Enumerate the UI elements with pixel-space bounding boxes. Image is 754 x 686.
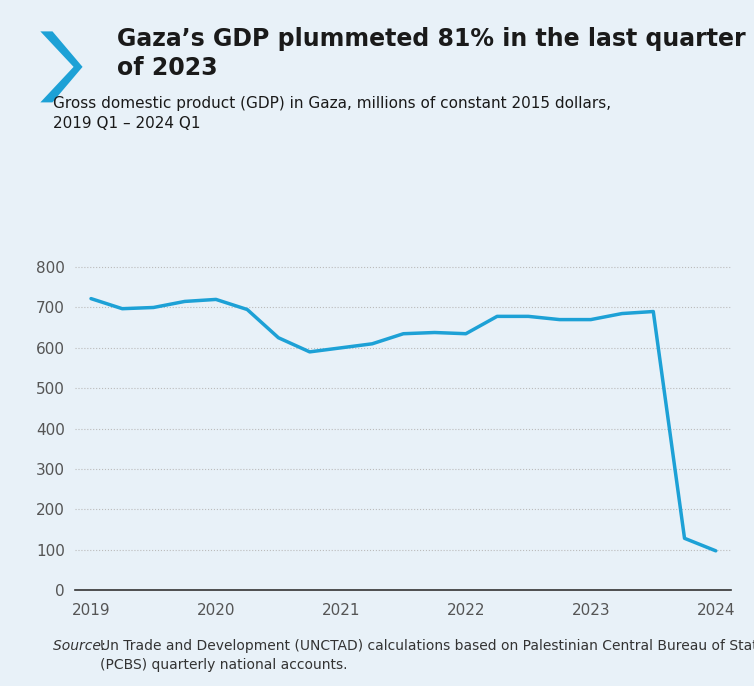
Polygon shape	[41, 32, 83, 102]
Text: Source:: Source:	[53, 639, 109, 653]
Text: Gross domestic product (GDP) in Gaza, millions of constant 2015 dollars,
2019 Q1: Gross domestic product (GDP) in Gaza, mi…	[53, 96, 611, 131]
Text: Gaza’s GDP plummeted 81% in the last quarter: Gaza’s GDP plummeted 81% in the last qua…	[117, 27, 746, 51]
Text: of 2023: of 2023	[117, 56, 217, 80]
Text: Un Trade and Development (UNCTAD) calculations based on Palestinian Central Bure: Un Trade and Development (UNCTAD) calcul…	[100, 639, 754, 672]
